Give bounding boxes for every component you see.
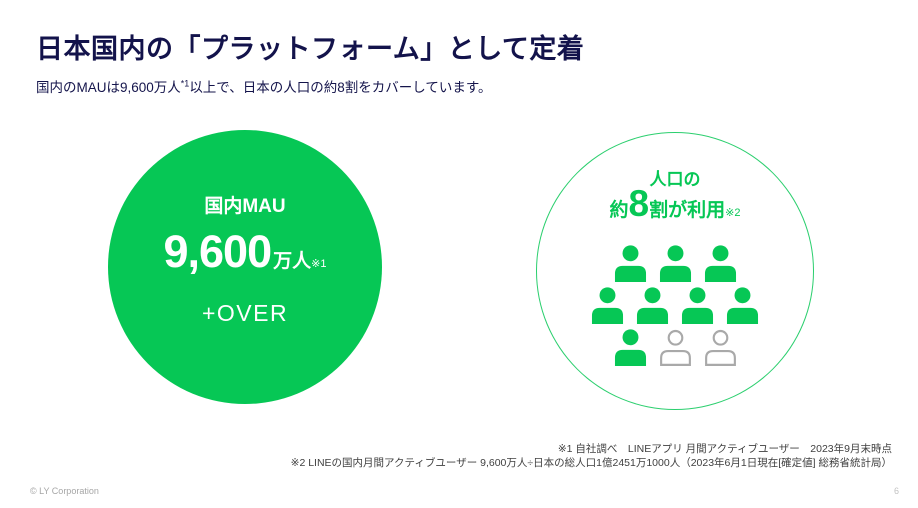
footnote-1: ※1 自社調べ LINEアプリ 月間アクティブユーザー 2023年9月末時点 bbox=[557, 443, 892, 455]
people-row bbox=[591, 287, 759, 324]
mau-value: 9,600 万人※1 bbox=[108, 226, 382, 278]
people-row bbox=[614, 245, 737, 282]
person-filled-icon bbox=[614, 245, 647, 282]
person-filled-icon bbox=[681, 287, 714, 324]
population-line2: 約8割が利用※2 bbox=[537, 183, 813, 225]
mau-circle: 国内MAU 9,600 万人※1 +OVER bbox=[108, 130, 382, 404]
population-big-number: 8 bbox=[628, 183, 650, 224]
population-line1: 人口の bbox=[649, 170, 701, 189]
mau-label: 国内MAU bbox=[204, 196, 286, 217]
people-grid bbox=[537, 245, 813, 366]
person-filled-icon bbox=[614, 329, 647, 366]
footnote-2: ※2 LINEの国内月間アクティブユーザー 9,600万人÷日本の総人口1億24… bbox=[290, 457, 892, 469]
footnotes: ※1 自社調べ LINEアプリ 月間アクティブユーザー 2023年9月末時点 ※… bbox=[291, 442, 892, 470]
population-suffix: 割が利用 bbox=[649, 200, 726, 221]
person-filled-icon bbox=[591, 287, 624, 324]
subtitle-footnote-marker: *1 bbox=[180, 78, 190, 89]
mau-over-label: +OVER bbox=[201, 300, 289, 326]
person-filled-icon bbox=[704, 245, 737, 282]
population-circle: 人口の 約8割が利用※2 bbox=[536, 132, 814, 410]
person-filled-icon bbox=[726, 287, 759, 324]
mau-unit: 万人 bbox=[273, 251, 312, 272]
person-outline-icon bbox=[704, 329, 737, 366]
population-footnote-marker: ※2 bbox=[725, 207, 741, 219]
population-prefix: 約 bbox=[609, 200, 629, 221]
mau-footnote-marker: ※1 bbox=[311, 258, 327, 270]
subtitle-text-suffix: 以上で、日本の人口の約8割をカバーしています。 bbox=[189, 80, 492, 95]
subtitle-text: 国内のMAUは9,600万人 bbox=[36, 80, 181, 95]
page-subtitle: 国内のMAUは9,600万人*1以上で、日本の人口の約8割をカバーしています。 bbox=[36, 76, 492, 96]
person-filled-icon bbox=[636, 287, 669, 324]
page-title: 日本国内の「プラットフォーム」として定着 bbox=[36, 34, 585, 64]
mau-number: 9,600 bbox=[163, 226, 273, 277]
copyright: © LY Corporation bbox=[30, 486, 99, 496]
person-filled-icon bbox=[659, 245, 692, 282]
person-outline-icon bbox=[659, 329, 692, 366]
people-row bbox=[614, 329, 737, 366]
page-number: 6 bbox=[894, 486, 900, 496]
